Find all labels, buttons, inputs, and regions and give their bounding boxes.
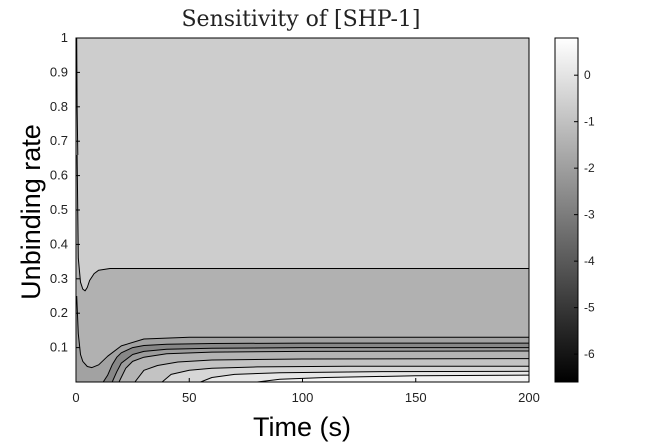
y-tick-label: 1 — [61, 30, 68, 45]
contour-line-3 — [111, 347, 529, 383]
colorbar-tick-label: -6 — [584, 347, 595, 361]
y-tick-label: 0.4 — [50, 236, 68, 251]
colorbar-ticks: 0 -1 -2 -3 -4 -5 -6 — [574, 68, 595, 361]
y-tick-label: 0.5 — [50, 202, 68, 217]
colorbar-tick-label: -5 — [584, 301, 595, 315]
y-tick-label: 0.9 — [50, 64, 68, 79]
y-axis-label: Unbinding rate — [16, 124, 46, 300]
y-tick-label: 0.8 — [50, 99, 68, 114]
x-axis: 0 50 100 150 200 — [72, 378, 540, 405]
y-axis: 0.1 0.2 0.3 0.4 0.5 0.6 0.7 0.8 0.9 1 — [50, 30, 80, 355]
contour-line-5 — [134, 358, 530, 383]
contour-line-2 — [102, 342, 529, 383]
colorbar-tick-label: -1 — [584, 115, 595, 129]
y-tick-label: 0.7 — [50, 133, 68, 148]
contour-line-0 — [76, 154, 529, 292]
contour-line-1 — [76, 295, 529, 369]
y-tick-label: 0.3 — [50, 271, 68, 286]
y-tick-label: 0.1 — [50, 340, 68, 355]
colorbar-tick-label: 0 — [584, 68, 591, 82]
x-tick-label: 0 — [72, 390, 79, 405]
colorbar-gradient — [554, 37, 579, 383]
contour-line-4 — [118, 350, 530, 383]
plot-area — [76, 38, 529, 382]
colorbar: 0 -1 -2 -3 -4 -5 -6 — [554, 37, 595, 383]
x-tick-label: 150 — [405, 390, 427, 405]
x-tick-label: 100 — [292, 390, 314, 405]
chart-title: Sensitivity of [SHP-1] — [181, 7, 420, 32]
x-axis-label: Time (s) — [253, 412, 351, 442]
contour-line-6 — [161, 365, 529, 383]
colorbar-tick-label: -3 — [584, 208, 595, 222]
y-tick-label: 0.6 — [50, 168, 68, 183]
contour-line-7 — [200, 370, 530, 383]
colorbar-tick-label: -4 — [584, 254, 595, 268]
y-tick-label: 0.2 — [50, 305, 68, 320]
x-tick-label: 50 — [182, 390, 196, 405]
contour-line-8 — [257, 374, 530, 383]
colorbar-tick-label: -2 — [584, 161, 595, 175]
x-tick-label: 200 — [518, 390, 540, 405]
contour-region-9 — [257, 375, 529, 382]
